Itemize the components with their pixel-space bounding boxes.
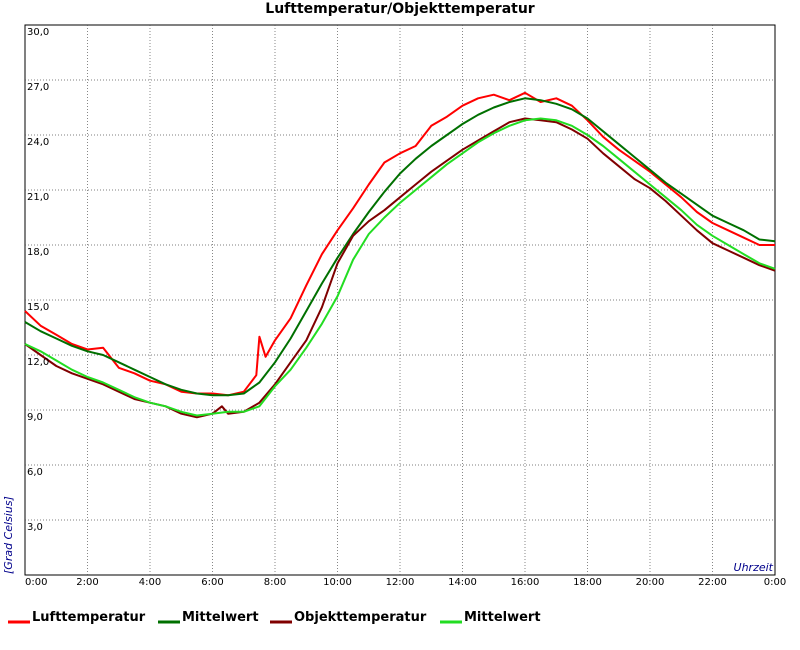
x-axis-ticks: 0:00 2:00 4:00 6:00 8:00 10:00 12:00 14:00 16:00… — [25, 577, 786, 588]
series-line-1 — [24, 91, 775, 397]
y-tick-label: 21,0 — [27, 192, 49, 203]
y-tick-label: 15,0 — [27, 302, 49, 313]
y-tick-label: 9,0 — [27, 412, 43, 423]
grid — [25, 25, 775, 575]
x-tick-label: 22:00 — [698, 577, 727, 588]
x-tick-label: 10:00 — [323, 577, 352, 588]
x-tick-label: 14:00 — [448, 577, 477, 588]
y-tick-label: 12,0 — [27, 357, 49, 368]
x-tick-label: 0:00 — [25, 577, 47, 588]
y-axis-ticks: 3,0 6,0 9,0 12,0 15,0 18,0 21,0 24,0 27,0 30,0 — [27, 27, 49, 533]
y-tick-label: 18,0 — [27, 247, 49, 258]
series-line-2 — [24, 97, 776, 397]
x-tick-label: 18:00 — [573, 577, 602, 588]
series-line-4 — [24, 117, 776, 417]
y-tick-label: 24,0 — [27, 137, 49, 148]
x-axis-label: Uhrzeit — [734, 561, 774, 574]
series-layer — [24, 91, 776, 419]
x-tick-label: 12:00 — [386, 577, 415, 588]
y-tick-label: 27,0 — [27, 82, 49, 93]
legend-label: Mittelwert — [464, 610, 541, 625]
x-tick-label: 20:00 — [636, 577, 665, 588]
legend: Lufttemperatur Mittelwert Objekttemperatur… — [8, 610, 541, 625]
legend-label: Mittelwert — [182, 610, 259, 625]
x-tick-label: 0:00 — [764, 577, 786, 588]
chart-title: Lufttemperatur/Objekttemperatur — [265, 1, 535, 17]
y-axis-label: [Grad Celsius] — [2, 496, 15, 574]
y-tick-label: 6,0 — [27, 467, 43, 478]
legend-label: Lufttemperatur — [32, 610, 146, 625]
y-tick-label: 3,0 — [27, 522, 43, 533]
y-tick-label: 30,0 — [27, 27, 49, 38]
x-tick-label: 8:00 — [264, 577, 286, 588]
x-tick-label: 2:00 — [76, 577, 98, 588]
legend-label: Objekttemperatur — [294, 610, 427, 625]
x-tick-label: 16:00 — [511, 577, 540, 588]
x-tick-label: 6:00 — [201, 577, 223, 588]
x-tick-label: 4:00 — [139, 577, 161, 588]
